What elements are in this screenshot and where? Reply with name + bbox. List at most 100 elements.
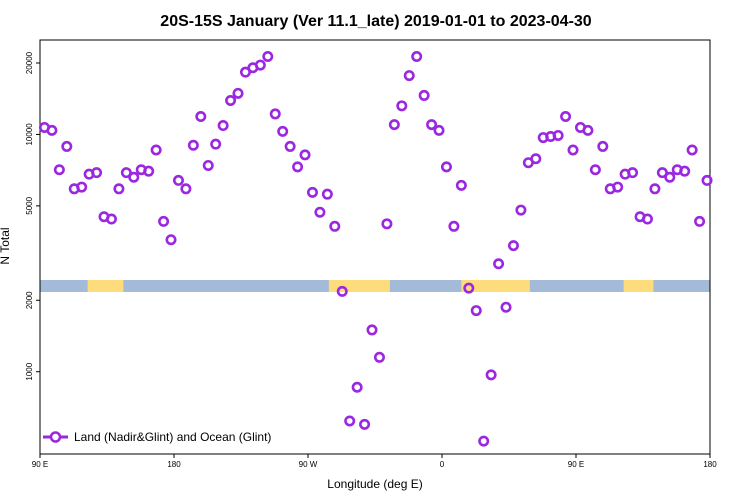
- data-point: [53, 164, 65, 176]
- data-point: [552, 129, 564, 141]
- data-point: [254, 59, 266, 71]
- data-point: [701, 174, 713, 186]
- data-point: [396, 100, 408, 112]
- data-point: [455, 179, 467, 191]
- data-point: [470, 305, 482, 317]
- y-tick-label-1: 2000: [25, 291, 34, 309]
- data-point: [284, 140, 296, 152]
- data-point: [612, 181, 624, 193]
- y-tick-label-3: 10000: [25, 123, 34, 146]
- legend-entry-label: Land (Nadir&Glint) and Ocean (Glint): [74, 430, 271, 444]
- land-segment-2: [461, 280, 530, 292]
- land-segment-1: [328, 280, 390, 292]
- data-point: [507, 240, 519, 252]
- data-point: [641, 213, 653, 225]
- data-point: [165, 234, 177, 246]
- series-points: [38, 51, 713, 447]
- chart-title: 20S-15S January (Ver 11.1_late) 2019-01-…: [160, 13, 591, 30]
- x-tick-label-4: 90 E: [568, 460, 584, 469]
- data-point: [478, 435, 490, 447]
- data-point: [202, 159, 214, 171]
- data-point: [440, 161, 452, 173]
- data-point: [158, 215, 170, 227]
- data-point: [426, 119, 438, 131]
- data-point: [679, 165, 691, 177]
- y-tick-label-4: 20000: [25, 51, 34, 74]
- x-axis: 90 E 180 90 W 0 90 E 180: [32, 454, 717, 469]
- data-point: [463, 282, 475, 294]
- data-point: [217, 120, 229, 132]
- data-point: [299, 149, 311, 161]
- x-tick-label-5: 180: [703, 460, 717, 469]
- data-point: [388, 119, 400, 131]
- data-point: [143, 165, 155, 177]
- y-tick-label-0: 1000: [25, 362, 34, 380]
- land-segment-3: [623, 280, 654, 292]
- data-point: [269, 108, 281, 120]
- data-point: [351, 381, 363, 393]
- data-point: [649, 183, 661, 195]
- data-point: [664, 171, 676, 183]
- data-point: [582, 124, 594, 136]
- data-point: [292, 161, 304, 173]
- data-point: [120, 167, 132, 179]
- data-point: [530, 153, 542, 165]
- data-point: [180, 183, 192, 195]
- data-point: [262, 51, 274, 63]
- data-point: [344, 415, 356, 427]
- data-point: [373, 351, 385, 363]
- data-point: [321, 188, 333, 200]
- data-point: [232, 87, 244, 99]
- land-segment-0: [87, 280, 124, 292]
- data-point: [448, 220, 460, 232]
- data-point: [329, 220, 341, 232]
- data-point: [210, 138, 222, 150]
- data-point: [336, 285, 348, 297]
- y-tick-label-2: 5000: [25, 196, 34, 214]
- data-point: [500, 301, 512, 313]
- data-point: [128, 171, 140, 183]
- data-point: [105, 213, 117, 225]
- data-point: [403, 70, 415, 82]
- data-point: [187, 139, 199, 151]
- data-point: [277, 125, 289, 137]
- data-point: [560, 110, 572, 122]
- x-axis-label: Longitude (deg E): [327, 477, 422, 491]
- data-point: [306, 186, 318, 198]
- data-point: [694, 215, 706, 227]
- data-point: [195, 110, 207, 122]
- data-point: [359, 418, 371, 430]
- data-point: [686, 144, 698, 156]
- surface-strip: [40, 280, 710, 292]
- y-axis: 1000 2000 5000 10000 20000: [25, 51, 40, 381]
- data-point: [150, 144, 162, 156]
- data-point: [61, 140, 73, 152]
- data-point: [418, 89, 430, 101]
- data-point: [515, 204, 527, 216]
- legend-marker-sample: [49, 431, 62, 443]
- data-point: [597, 140, 609, 152]
- data-point: [172, 174, 184, 186]
- data-point: [225, 94, 237, 106]
- data-point: [493, 258, 505, 270]
- data-point: [433, 124, 445, 136]
- data-point: [76, 181, 88, 193]
- x-tick-label-3: 0: [440, 460, 445, 469]
- data-point: [366, 324, 378, 336]
- x-tick-label-0: 90 E: [32, 460, 48, 469]
- data-point: [656, 167, 668, 179]
- data-point: [113, 183, 125, 195]
- data-point: [91, 167, 103, 179]
- plot-area: [39, 39, 711, 455]
- data-point: [627, 167, 639, 179]
- x-tick-label-1: 180: [167, 460, 181, 469]
- data-point: [314, 206, 326, 218]
- data-point: [589, 164, 601, 176]
- x-tick-label-2: 90 W: [299, 460, 318, 469]
- y-axis-label: N Total: [0, 227, 12, 264]
- legend: Land (Nadir&Glint) and Ocean (Glint): [43, 430, 271, 444]
- data-point: [567, 144, 579, 156]
- data-point: [381, 218, 393, 230]
